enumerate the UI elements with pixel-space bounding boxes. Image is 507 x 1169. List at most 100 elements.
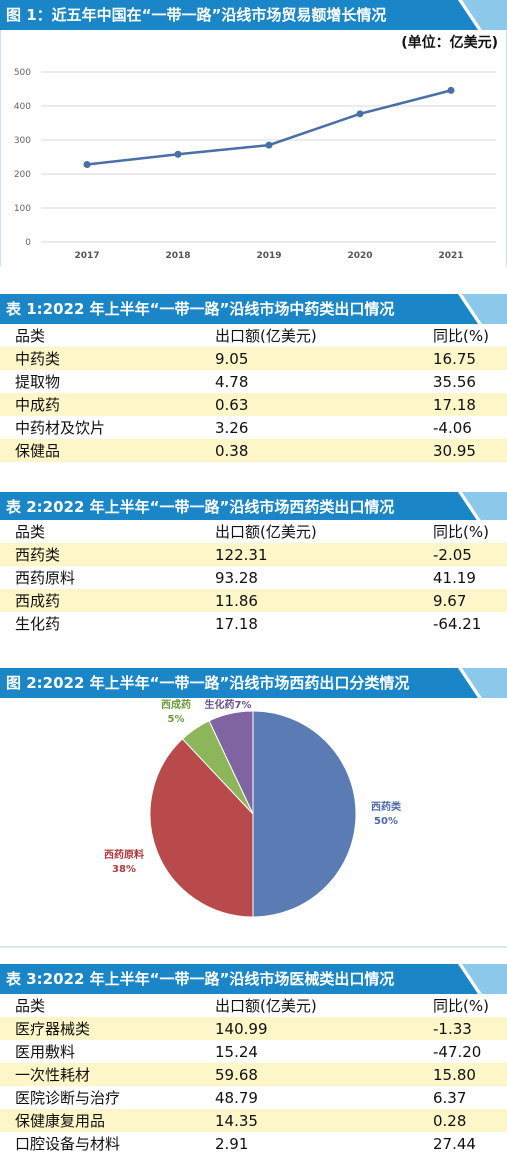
table-row: 生化药 17.18 -64.21 [0, 612, 507, 635]
table-cell: 2.91 [215, 1132, 433, 1155]
header-banner [0, 0, 507, 30]
pie-slice [252, 710, 357, 918]
table-cell: -1.33 [433, 1017, 507, 1040]
table2: 品类 出口额(亿美元) 同比(%) 西药类 122.31 -2.05 西药原料 93.28 41… [0, 520, 507, 635]
table1-title: 表 1:2022 年上半年“一带一路”沿线市场中药类出口情况 [6, 300, 395, 318]
data-point [83, 160, 91, 168]
table-cell: 17.18 [433, 393, 507, 416]
table-cell: 口腔设备与材料 [0, 1132, 215, 1155]
table-row: 中药材及饮片 3.26 -4.06 [0, 416, 507, 439]
table1: 品类 出口额(亿美元) 同比(%) 中药类 9.05 16.75 提取物 4.78 35.56 中… [0, 324, 507, 462]
table-row: 西药原料 93.28 41.19 [0, 566, 507, 589]
table-cell: -47.20 [433, 1040, 507, 1063]
series-line [86, 89, 452, 166]
table-cell: 6.37 [433, 1086, 507, 1109]
table-cell: 16.75 [433, 347, 507, 370]
table-row: 西成药 11.86 9.67 [0, 589, 507, 612]
table-cell: 59.68 [215, 1063, 433, 1086]
table-cell: 93.28 [215, 566, 433, 589]
pie-slice [208, 710, 254, 815]
data-point [447, 86, 455, 94]
table-cell: 35.56 [433, 370, 507, 393]
header-banner [0, 964, 507, 994]
table-cell: 保健品 [0, 439, 215, 462]
table-cell: 保健康复用品 [0, 1109, 215, 1132]
table-cell: 9.67 [433, 589, 507, 612]
table-cell: 140.99 [215, 1017, 433, 1040]
table-row: 医用敷料 15.24 -47.20 [0, 1040, 507, 1063]
y-tick-label: 100 [14, 204, 31, 214]
table-row: 提取物 4.78 35.56 [0, 370, 507, 393]
table3-title: 表 3:2022 年上半年“一带一路”沿线市场医械类出口情况 [6, 970, 395, 988]
table-cell: 15.24 [215, 1040, 433, 1063]
figure1-header: 图 1：近五年中国在“一带一路”沿线市场贸易额增长情况 [0, 0, 507, 30]
x-tick-label: 2019 [256, 251, 281, 261]
slice-percent-label: 50% [374, 816, 398, 827]
table-cell: 122.31 [215, 543, 433, 566]
table-cell: 14.35 [215, 1109, 433, 1132]
header-banner [0, 668, 507, 698]
slice-name-label: 西成药 [161, 698, 191, 711]
separator [0, 946, 507, 948]
slice-label: 生化药7% [205, 698, 252, 711]
table-row: 中药类 9.05 16.75 [0, 347, 507, 370]
table2-header: 表 2:2022 年上半年“一带一路”沿线市场西药类出口情况 [0, 492, 507, 522]
table-cell: -64.21 [433, 612, 507, 635]
table-cell: 48.79 [215, 1086, 433, 1109]
table-row: 医疗器械类 140.99 -1.33 [0, 1017, 507, 1040]
pie-slice [149, 738, 254, 918]
table-row: 保健品 0.38 30.95 [0, 439, 507, 462]
table-row: 一次性耗材 59.68 15.80 [0, 1063, 507, 1086]
table-header-row: 品类 出口额(亿美元) 同比(%) [0, 994, 507, 1017]
table-cell: -4.06 [433, 416, 507, 439]
x-tick-label: 2021 [438, 251, 463, 261]
table-cell: 一次性耗材 [0, 1063, 215, 1086]
x-tick-label: 2017 [74, 251, 99, 261]
table-cell: 9.05 [215, 347, 433, 370]
table-cell: 生化药 [0, 612, 215, 635]
data-point [356, 110, 364, 118]
column-header: 品类 [0, 324, 215, 347]
table-row: 医院诊断与治疗 48.79 6.37 [0, 1086, 507, 1109]
data-point [265, 141, 273, 149]
table-row: 保健康复用品 14.35 0.28 [0, 1109, 507, 1132]
y-tick-label: 400 [14, 102, 31, 112]
table-row: 西药类 122.31 -2.05 [0, 543, 507, 566]
table-row: 口腔设备与材料 2.91 27.44 [0, 1132, 507, 1155]
header-banner [0, 294, 507, 324]
pie-chart-svg: 西药类 50% 西药原料 38% 西成药 5% 生化药7% [104, 698, 401, 918]
table-cell: 17.18 [215, 612, 433, 635]
table-cell: 提取物 [0, 370, 215, 393]
figure1-chart: (单位：亿美元) 0 100 200 300 400 500 2017 2018 2019 20… [0, 30, 507, 266]
table-cell: 3.26 [215, 416, 433, 439]
table-cell: 中药材及饮片 [0, 416, 215, 439]
table-cell: 0.38 [215, 439, 433, 462]
table-cell: 医用敷料 [0, 1040, 215, 1063]
figure2-header: 图 2:2022 年上半年“一带一路”沿线市场西药出口分类情况 [0, 668, 507, 698]
table-cell: 西药类 [0, 543, 215, 566]
slice-percent-label: 5% [168, 714, 185, 725]
slice-percent-label: 38% [112, 864, 136, 875]
table-cell: 0.28 [433, 1109, 507, 1132]
column-header: 同比(%) [433, 324, 507, 347]
table3: 品类 出口额(亿美元) 同比(%) 医疗器械类 140.99 -1.33 医用敷料 15.24… [0, 994, 507, 1155]
table2-title: 表 2:2022 年上半年“一带一路”沿线市场西药类出口情况 [6, 498, 395, 516]
table-cell: 西成药 [0, 589, 215, 612]
slice-name-label: 西药原料 [104, 848, 144, 861]
slice-name-label: 西药类 [371, 800, 401, 813]
unit-label: (单位：亿美元) [401, 34, 498, 51]
table-cell: 11.86 [215, 589, 433, 612]
table-cell: 30.95 [433, 439, 507, 462]
column-header: 出口额(亿美元) [215, 520, 433, 543]
y-tick-label: 0 [25, 238, 31, 248]
y-tick-label: 300 [14, 136, 31, 146]
y-tick-label: 500 [14, 68, 31, 78]
column-header: 同比(%) [433, 994, 507, 1017]
y-tick-label: 200 [14, 170, 31, 180]
table-cell: 0.63 [215, 393, 433, 416]
table3-header: 表 3:2022 年上半年“一带一路”沿线市场医械类出口情况 [0, 964, 507, 994]
table-cell: 西药原料 [0, 566, 215, 589]
table-cell: 4.78 [215, 370, 433, 393]
column-header: 品类 [0, 994, 215, 1017]
line-chart-svg: (单位：亿美元) 0 100 200 300 400 500 2017 2018 2019 20… [14, 34, 498, 261]
